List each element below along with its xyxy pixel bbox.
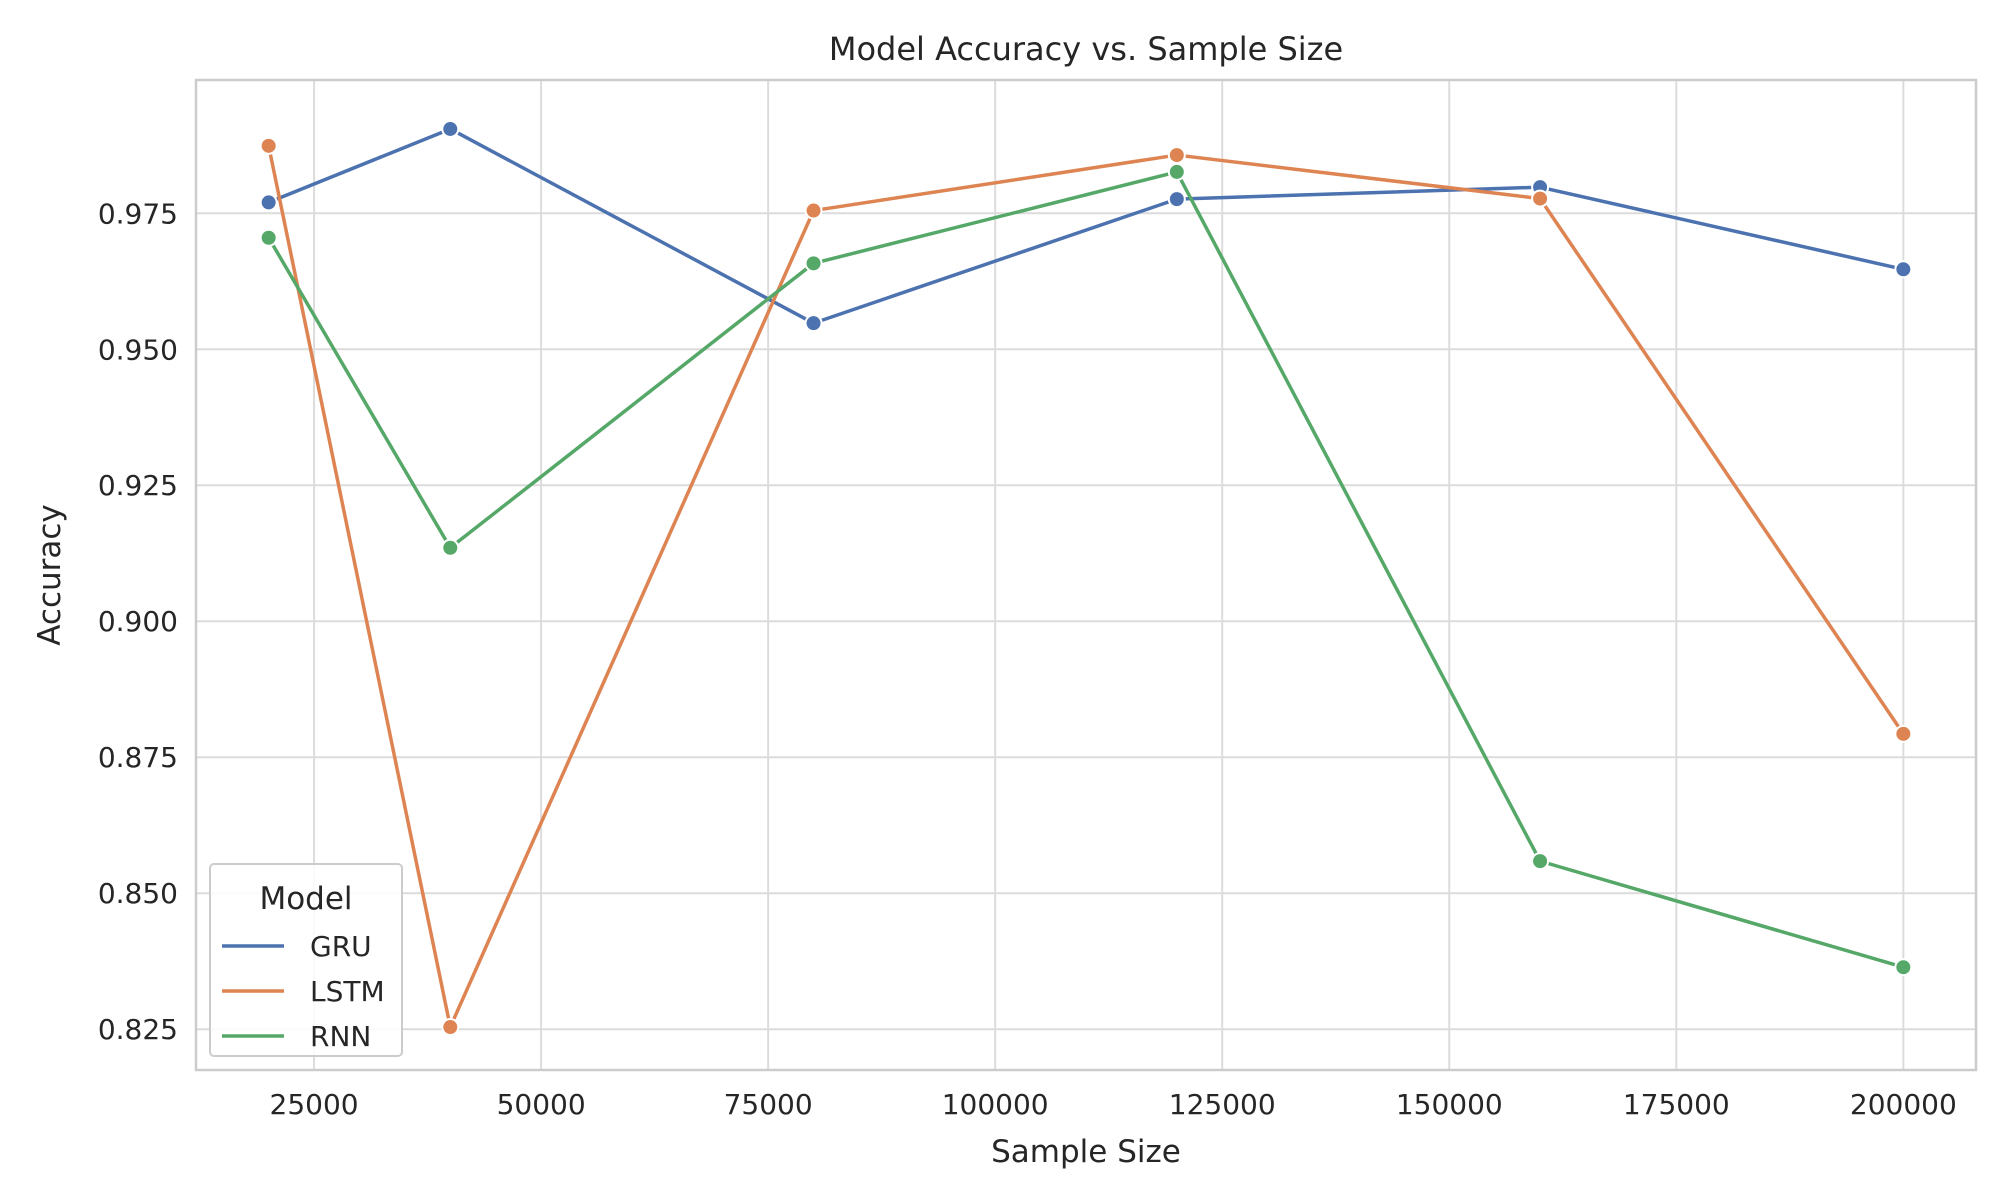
legend-label-gru: GRU bbox=[310, 930, 372, 963]
series-line-gru bbox=[266, 127, 1906, 325]
series-rnn bbox=[259, 162, 1913, 977]
data-point-rnn bbox=[441, 538, 460, 557]
gridlines bbox=[196, 80, 1976, 1070]
series-line-lstm bbox=[266, 144, 1906, 1029]
x-tick-label: 200000 bbox=[1850, 1088, 1957, 1121]
data-point-rnn bbox=[804, 254, 823, 273]
y-tick-labels: 0.825 0.850 0.875 0.900 0.925 0.950 0.975 bbox=[98, 197, 178, 1046]
data-point-lstm bbox=[259, 136, 278, 155]
data-point-lstm bbox=[441, 1018, 460, 1037]
x-tick-label: 25000 bbox=[270, 1088, 359, 1121]
y-axis-title: Accuracy bbox=[32, 504, 68, 646]
data-point-gru bbox=[1894, 260, 1913, 279]
data-point-rnn bbox=[1894, 958, 1913, 977]
x-tick-labels: 25000 50000 75000 100000 125000 150000 175000 2… bbox=[270, 1088, 1957, 1121]
data-point-rnn bbox=[1531, 852, 1550, 871]
data-point-lstm bbox=[1167, 146, 1186, 165]
y-tick-label: 0.975 bbox=[98, 197, 178, 230]
legend-label-rnn: RNN bbox=[310, 1020, 371, 1053]
legend: Model GRU LSTM RNN bbox=[209, 863, 403, 1057]
data-point-gru bbox=[441, 119, 460, 138]
y-tick-label: 0.875 bbox=[98, 741, 178, 774]
data-point-lstm bbox=[1894, 724, 1913, 743]
chart-title: Model Accuracy vs. Sample Size bbox=[829, 30, 1343, 68]
y-tick-label: 0.825 bbox=[98, 1013, 178, 1046]
x-axis-title: Sample Size bbox=[991, 1134, 1181, 1170]
x-tick-label: 150000 bbox=[1396, 1088, 1503, 1121]
x-tick-label: 125000 bbox=[1169, 1088, 1276, 1121]
data-point-gru bbox=[259, 193, 278, 212]
data-point-lstm bbox=[1531, 189, 1550, 208]
data-point-rnn bbox=[1167, 162, 1186, 181]
plot-frame bbox=[194, 78, 1978, 1072]
x-tick-label: 175000 bbox=[1623, 1088, 1730, 1121]
y-tick-label: 0.900 bbox=[98, 605, 178, 638]
y-tick-label: 0.950 bbox=[98, 333, 178, 366]
x-tick-label: 75000 bbox=[724, 1088, 813, 1121]
x-tick-label: 100000 bbox=[942, 1088, 1049, 1121]
data-point-rnn bbox=[259, 228, 278, 247]
legend-title: Model bbox=[259, 881, 352, 917]
plot-area bbox=[196, 80, 1976, 1070]
series-lstm bbox=[259, 136, 1913, 1037]
x-tick-label: 50000 bbox=[497, 1088, 586, 1121]
legend-box bbox=[209, 863, 403, 1057]
data-point-gru bbox=[804, 314, 823, 333]
legend-label-lstm: LSTM bbox=[310, 975, 385, 1008]
data-point-gru bbox=[1167, 190, 1186, 209]
y-tick-label: 0.850 bbox=[98, 877, 178, 910]
data-point-lstm bbox=[804, 201, 823, 220]
series-gru bbox=[259, 119, 1913, 333]
series-line-rnn bbox=[266, 170, 1906, 969]
y-tick-label: 0.925 bbox=[98, 469, 178, 502]
